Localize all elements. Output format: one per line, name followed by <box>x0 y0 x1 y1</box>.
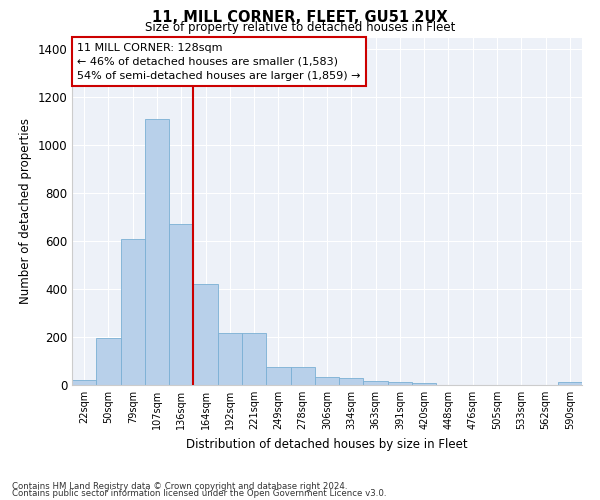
Text: 11 MILL CORNER: 128sqm
← 46% of detached houses are smaller (1,583)
54% of semi-: 11 MILL CORNER: 128sqm ← 46% of detached… <box>77 42 361 80</box>
Bar <box>266 367 290 385</box>
Bar <box>145 119 169 385</box>
Bar <box>315 376 339 385</box>
Bar <box>339 378 364 385</box>
Bar <box>364 382 388 385</box>
Text: Size of property relative to detached houses in Fleet: Size of property relative to detached ho… <box>145 21 455 34</box>
Text: Contains HM Land Registry data © Crown copyright and database right 2024.: Contains HM Land Registry data © Crown c… <box>12 482 347 491</box>
Bar <box>290 367 315 385</box>
Bar <box>558 382 582 385</box>
Text: Contains public sector information licensed under the Open Government Licence v3: Contains public sector information licen… <box>12 488 386 498</box>
Bar <box>242 334 266 385</box>
Bar <box>72 380 96 385</box>
Text: 11, MILL CORNER, FLEET, GU51 2UX: 11, MILL CORNER, FLEET, GU51 2UX <box>152 10 448 25</box>
Y-axis label: Number of detached properties: Number of detached properties <box>19 118 32 304</box>
Bar <box>193 284 218 385</box>
X-axis label: Distribution of detached houses by size in Fleet: Distribution of detached houses by size … <box>186 438 468 450</box>
Bar <box>218 334 242 385</box>
Bar <box>169 224 193 385</box>
Bar <box>121 239 145 385</box>
Bar <box>412 383 436 385</box>
Bar <box>96 338 121 385</box>
Bar <box>388 382 412 385</box>
